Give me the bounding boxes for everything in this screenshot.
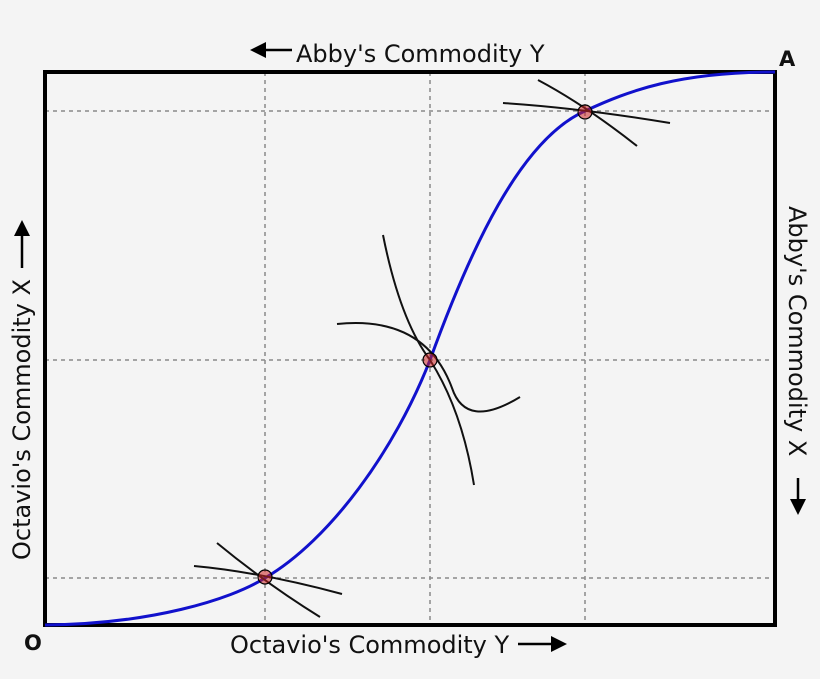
contract-curve (44, 70, 776, 627)
left-axis-label: Octavio's Commodity X (8, 279, 36, 560)
edgeworth-box-frame (43, 70, 777, 627)
tangency-points (257, 104, 593, 585)
top-axis-label-group: Abby's Commodity Y (250, 40, 545, 68)
right-axis-label: Abby's Commodity X (783, 206, 811, 456)
arrow-down-icon (790, 478, 806, 515)
tangency-point-1 (257, 569, 273, 585)
arrow-right-icon (518, 636, 567, 652)
origin-octavio-label: O (24, 631, 42, 655)
tangency-point-3 (577, 104, 593, 120)
top-axis-label: Abby's Commodity Y (296, 40, 545, 68)
left-axis-label-group: Octavio's Commodity X (8, 220, 36, 560)
arrow-up-icon (14, 220, 30, 268)
indifference-curve-octavio-2 (336, 322, 521, 413)
origin-abby-label: A (779, 47, 796, 71)
reference-lines (45, 72, 775, 625)
right-axis-label-group: Abby's Commodity X (783, 206, 811, 515)
bottom-axis-label: Octavio's Commodity Y (230, 631, 510, 659)
bottom-axis-label-group: Octavio's Commodity Y (230, 631, 567, 659)
arrow-left-icon (250, 42, 292, 58)
tangency-point-2 (422, 352, 438, 368)
